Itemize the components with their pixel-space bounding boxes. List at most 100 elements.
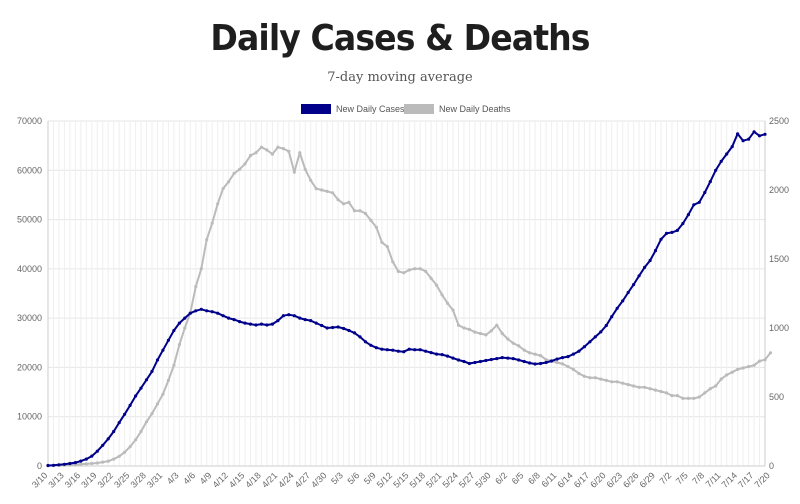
data-point[interactable] <box>79 462 83 466</box>
data-point[interactable] <box>57 463 61 467</box>
data-point[interactable] <box>473 330 477 334</box>
data-point[interactable] <box>659 389 663 394</box>
data-point[interactable] <box>528 361 532 365</box>
data-point[interactable] <box>216 311 220 315</box>
data-point[interactable] <box>741 366 745 370</box>
data-point[interactable] <box>757 134 762 138</box>
data-point[interactable] <box>692 203 696 207</box>
data-point[interactable] <box>670 394 674 398</box>
data-point[interactable] <box>643 265 647 269</box>
data-point[interactable] <box>664 231 669 235</box>
data-point[interactable] <box>303 167 307 171</box>
data-point[interactable] <box>248 322 253 326</box>
data-point[interactable] <box>621 381 625 385</box>
data-point[interactable] <box>358 335 362 339</box>
data-point[interactable] <box>708 387 712 391</box>
data-point[interactable] <box>216 202 220 206</box>
data-point[interactable] <box>500 356 504 360</box>
data-point[interactable] <box>643 385 647 389</box>
data-point[interactable] <box>402 350 406 354</box>
data-point[interactable] <box>604 323 608 328</box>
data-point[interactable] <box>539 354 543 358</box>
data-point[interactable] <box>445 354 450 358</box>
data-point[interactable] <box>227 316 231 320</box>
data-point[interactable] <box>112 429 116 434</box>
data-point[interactable] <box>352 331 357 335</box>
data-point[interactable] <box>692 396 696 400</box>
data-point[interactable] <box>139 429 143 434</box>
data-point[interactable] <box>385 348 389 352</box>
data-point[interactable] <box>418 267 422 271</box>
data-point[interactable] <box>407 347 411 351</box>
data-point[interactable] <box>287 149 291 153</box>
data-point[interactable] <box>336 325 340 329</box>
data-point[interactable] <box>478 359 482 364</box>
data-point[interactable] <box>648 258 652 263</box>
data-point[interactable] <box>675 228 680 232</box>
data-point[interactable] <box>270 322 274 326</box>
data-point[interactable] <box>172 328 176 333</box>
data-point[interactable] <box>588 340 592 344</box>
data-point[interactable] <box>281 314 285 318</box>
data-point[interactable] <box>292 314 296 318</box>
data-point[interactable] <box>610 315 614 319</box>
data-point[interactable] <box>653 249 658 253</box>
data-point[interactable] <box>697 395 701 399</box>
data-point[interactable] <box>369 343 373 347</box>
data-point[interactable] <box>303 318 307 322</box>
data-point[interactable] <box>456 323 461 327</box>
data-point[interactable] <box>456 358 461 362</box>
data-point[interactable] <box>144 378 149 382</box>
data-point[interactable] <box>560 356 565 360</box>
data-point[interactable] <box>95 449 99 453</box>
data-point[interactable] <box>413 348 417 352</box>
data-point[interactable] <box>183 326 187 330</box>
data-point[interactable] <box>391 348 395 352</box>
data-point[interactable] <box>473 360 477 365</box>
data-point[interactable] <box>254 323 258 327</box>
data-point[interactable] <box>489 329 493 333</box>
data-point[interactable] <box>703 190 707 195</box>
data-point[interactable] <box>451 308 455 312</box>
data-point[interactable] <box>106 437 110 441</box>
data-point[interactable] <box>347 328 351 333</box>
data-point[interactable] <box>385 245 389 249</box>
data-point[interactable] <box>429 351 433 355</box>
data-point[interactable] <box>719 159 723 163</box>
data-point[interactable] <box>259 145 264 149</box>
data-point[interactable] <box>117 454 121 458</box>
data-point[interactable] <box>396 349 400 353</box>
data-point[interactable] <box>320 323 324 328</box>
data-point[interactable] <box>462 326 466 330</box>
data-point[interactable] <box>484 333 488 337</box>
data-point[interactable] <box>747 137 751 141</box>
data-point[interactable] <box>281 147 285 151</box>
data-point[interactable] <box>440 353 444 357</box>
data-point[interactable] <box>117 421 121 425</box>
data-point[interactable] <box>248 153 253 158</box>
data-point[interactable] <box>265 323 269 327</box>
data-point[interactable] <box>664 391 669 395</box>
data-point[interactable] <box>424 349 428 353</box>
data-point[interactable] <box>730 145 734 149</box>
data-point[interactable] <box>599 377 603 381</box>
data-point[interactable] <box>374 225 378 229</box>
data-point[interactable] <box>134 438 138 442</box>
data-point[interactable] <box>577 349 581 353</box>
data-point[interactable] <box>150 412 154 416</box>
data-point[interactable] <box>254 151 258 155</box>
data-point[interactable] <box>653 388 658 392</box>
data-point[interactable] <box>555 357 559 361</box>
data-point[interactable] <box>391 260 395 264</box>
data-point[interactable] <box>314 187 318 191</box>
data-point[interactable] <box>686 396 691 400</box>
data-point[interactable] <box>763 358 767 362</box>
data-point[interactable] <box>593 335 597 339</box>
data-point[interactable] <box>593 376 597 380</box>
data-point[interactable] <box>757 359 762 363</box>
data-point[interactable] <box>199 267 203 271</box>
data-point[interactable] <box>719 377 723 381</box>
data-point[interactable] <box>462 359 466 364</box>
data-point[interactable] <box>566 355 570 359</box>
data-point[interactable] <box>161 348 165 352</box>
